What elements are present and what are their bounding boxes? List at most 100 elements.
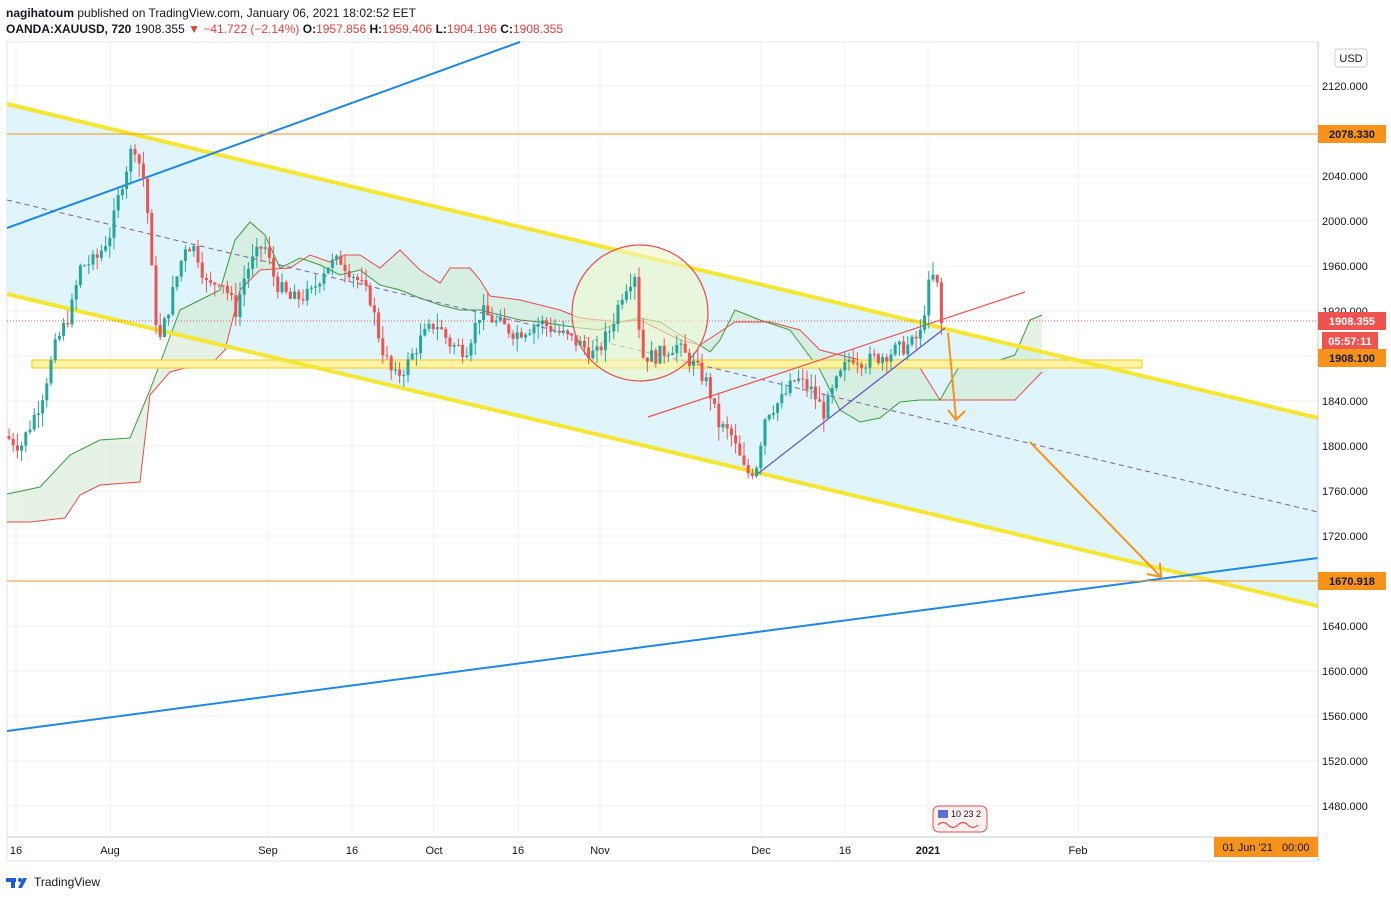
candle-body (713, 398, 717, 404)
candle-body (885, 356, 889, 362)
candle-body (406, 359, 410, 376)
last-price: 1908.355 (134, 22, 185, 36)
candle-body (150, 213, 154, 266)
candle-body (410, 353, 414, 360)
candle-body (280, 282, 284, 293)
author-name[interactable]: nagihatoum (6, 6, 74, 20)
candle-body (125, 171, 129, 190)
candle-body (482, 305, 486, 320)
candle-body (326, 267, 330, 274)
candle-body (645, 357, 649, 362)
candle-body (66, 322, 70, 325)
candle-body (385, 355, 389, 357)
candle-body (259, 246, 263, 249)
candle-body (486, 305, 490, 316)
candle-body (671, 352, 675, 355)
candle-body (36, 413, 40, 415)
candle-body (91, 254, 95, 265)
blue-trendline-upper[interactable] (6, 41, 521, 229)
candle-body (129, 148, 133, 172)
price-tag-text: 1908.355 (1329, 316, 1375, 328)
candle-body (729, 428, 733, 436)
y-tick-label: 1480.000 (1322, 801, 1368, 813)
candle-body (822, 401, 826, 419)
candle-body (347, 270, 351, 278)
candle-body (561, 330, 565, 333)
time-crosshair-label: 01 Jun '21 00:00 (1214, 837, 1318, 857)
candle-body (679, 343, 683, 345)
y-tick-label: 1520.000 (1322, 756, 1368, 768)
x-tick-label: Oct (425, 845, 442, 857)
y-tick-label: 1640.000 (1322, 621, 1368, 633)
candle-body (255, 246, 259, 257)
candle-body (175, 276, 179, 288)
candle-body (104, 246, 108, 251)
candle-body (230, 293, 234, 296)
tradingview-brand[interactable]: TradingView (34, 875, 101, 889)
candle-body (536, 324, 540, 327)
candle-body (717, 403, 721, 428)
candle-body (566, 330, 570, 334)
support-zone[interactable] (31, 359, 1143, 369)
candle-body (381, 338, 385, 356)
candle-body (213, 282, 217, 285)
y-tick-label: 2000.000 (1322, 216, 1368, 228)
candle-body (192, 246, 196, 252)
currency-badge[interactable]: USD (1334, 48, 1368, 68)
candle-body (708, 377, 712, 399)
candle-body (734, 435, 738, 444)
candle-body (221, 285, 225, 287)
candle-body (927, 279, 931, 316)
time-axis[interactable]: 16 Aug Sep 16 Oct 16 Nov Dec 16 2021 Feb (7, 836, 1318, 857)
x-tick-label: 16 (839, 845, 851, 857)
candle-body (246, 268, 250, 279)
candle-body (389, 356, 393, 371)
candle-body (498, 317, 502, 321)
y-tick-label: 1960.000 (1322, 261, 1368, 273)
projection-arrow-long[interactable] (1029, 441, 1163, 579)
candle-body (95, 254, 99, 258)
candle-body (494, 320, 498, 323)
candle-body (309, 287, 313, 289)
candle-body (267, 247, 271, 258)
y-tick-label: 1840.000 (1322, 396, 1368, 408)
candle-body (524, 334, 528, 338)
candle-body (654, 350, 658, 364)
candle-body (461, 345, 465, 358)
tradingview-logo-icon[interactable] (6, 875, 30, 889)
candlestick-series (7, 144, 943, 480)
purple-trendline[interactable] (754, 327, 946, 477)
candle-body (53, 339, 57, 361)
projection-arrow-short[interactable] (947, 332, 966, 422)
candle-body (776, 403, 780, 413)
senkou-span-a (6, 221, 1043, 495)
y-tick-label: 1800.000 (1322, 441, 1368, 453)
candle-body (297, 291, 301, 300)
symbol-label[interactable]: OANDA:XAUUSD, 720 (6, 22, 132, 36)
candle-body (818, 399, 822, 402)
x-tick-label: Aug (100, 845, 120, 857)
candle-body (419, 335, 423, 354)
currency-label: USD (1339, 53, 1362, 65)
candle-body (112, 210, 116, 238)
candle-body (15, 445, 19, 451)
candle-body (830, 388, 834, 395)
candle-body (855, 363, 859, 365)
candle-body (209, 280, 213, 283)
y-tick-label: 1560.000 (1322, 711, 1368, 723)
blue-trendline-lower[interactable] (6, 557, 1319, 732)
candle-body (704, 377, 708, 382)
time-label-text: 01 Jun '21 00:00 (1222, 842, 1309, 854)
candle-body (633, 276, 637, 287)
candle-body (402, 375, 406, 377)
channel-lower-line[interactable] (6, 292, 1319, 608)
candle-body (11, 438, 15, 446)
candle-body (864, 367, 868, 369)
events-badge[interactable]: 10 23 2 (932, 805, 988, 833)
candle-body (683, 343, 687, 353)
candle-body (62, 322, 66, 336)
price-axis[interactable]: 2120.0002080.0002040.0002000.0001960.000… (1317, 42, 1368, 861)
candle-body (234, 295, 238, 317)
candle-body (570, 333, 574, 336)
